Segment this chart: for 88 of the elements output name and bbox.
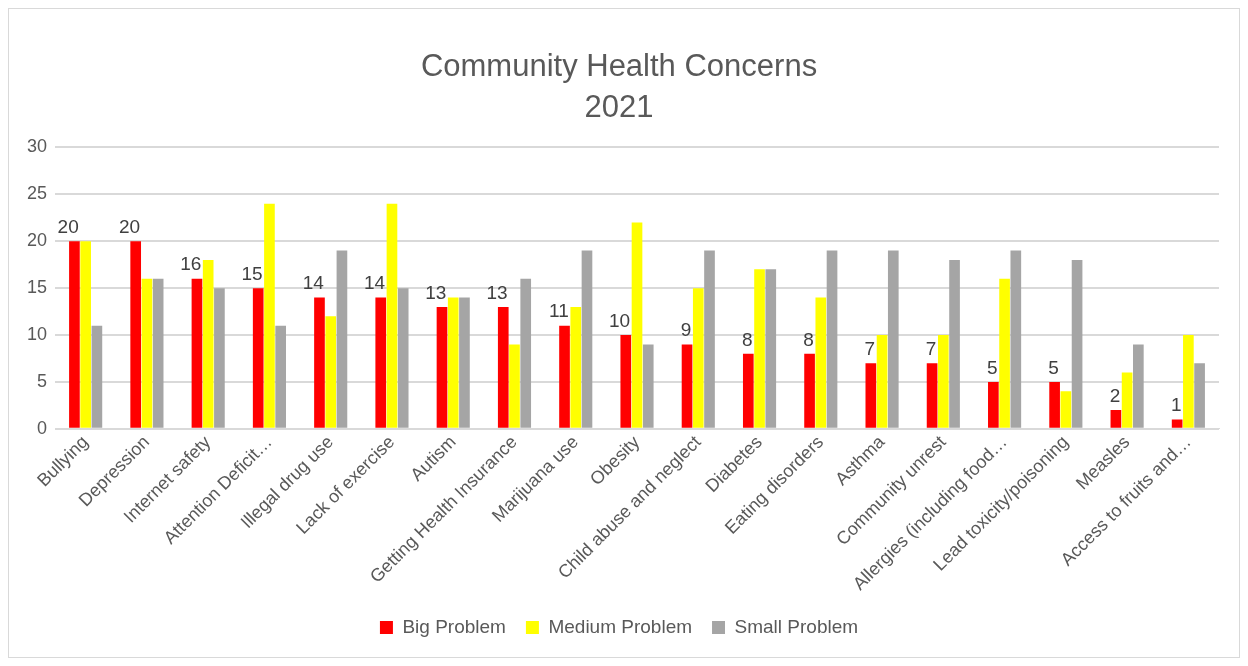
y-tick-label: 0 [37, 417, 48, 438]
data-label: 8 [803, 328, 814, 350]
data-label: 8 [742, 328, 753, 350]
bar [497, 306, 509, 428]
bar [876, 335, 888, 428]
bar [202, 259, 214, 428]
bar [765, 269, 777, 428]
y-tick-label: 20 [26, 230, 48, 251]
bar [447, 297, 459, 428]
bar [988, 381, 999, 428]
legend-label: Medium Problem [548, 615, 693, 637]
bar [91, 325, 103, 428]
data-label: 2 [1109, 384, 1121, 406]
bar [459, 297, 470, 428]
bar [386, 203, 398, 428]
bar [887, 250, 899, 428]
data-label: 20 [57, 215, 79, 237]
data-label: 5 [987, 356, 998, 378]
bar [704, 250, 715, 428]
data-label: 10 [608, 309, 631, 331]
data-label: 16 [180, 253, 202, 275]
y-tick-label: 15 [26, 277, 48, 298]
data-label: 13 [486, 281, 508, 303]
bar [570, 306, 582, 428]
bar [69, 241, 80, 428]
bar [815, 297, 827, 428]
bar [264, 203, 275, 428]
data-label: 11 [549, 300, 569, 322]
bar [631, 222, 643, 428]
bar [642, 344, 654, 428]
bar [141, 278, 153, 428]
bar [681, 344, 693, 428]
bar [397, 288, 409, 428]
bar [314, 297, 325, 428]
chart-subtitle: 2021 [584, 89, 654, 125]
bar [325, 316, 337, 428]
bar [742, 353, 754, 428]
data-label: 5 [1048, 356, 1059, 378]
data-label: 1 [1170, 394, 1182, 416]
bar [754, 269, 765, 428]
data-label: 15 [241, 262, 263, 284]
bar [1133, 344, 1144, 428]
y-tick-label: 25 [26, 183, 48, 204]
bar [1049, 381, 1060, 428]
bar [336, 250, 348, 428]
data-label: 20 [118, 215, 141, 237]
legend-label: Big Problem [402, 615, 506, 637]
bar [520, 278, 532, 428]
bar [80, 241, 91, 428]
bar [865, 363, 877, 428]
bar [191, 278, 203, 428]
bar [375, 297, 387, 428]
legend-label: Small Problem [734, 615, 859, 637]
chart-title: Community Health Concerns [420, 48, 818, 84]
bar [1121, 372, 1133, 428]
bar [1071, 259, 1083, 428]
bar [130, 241, 142, 428]
bar [999, 278, 1010, 428]
data-label: 7 [925, 337, 937, 359]
bar [949, 259, 960, 428]
bar [1010, 250, 1022, 428]
bar [1183, 335, 1194, 428]
bar [826, 250, 838, 428]
bar [1060, 391, 1072, 428]
bar [581, 250, 593, 428]
y-tick-label: 30 [26, 136, 48, 157]
data-label: 7 [864, 337, 876, 359]
bar [1194, 363, 1205, 428]
data-label: 9 [680, 319, 692, 341]
bar [1110, 410, 1122, 428]
bar [152, 278, 164, 428]
bar [275, 325, 287, 428]
bar [1171, 419, 1183, 428]
bar [620, 335, 632, 428]
bar [692, 288, 704, 428]
bar [926, 363, 938, 428]
bar [559, 325, 570, 428]
y-tick-label: 5 [37, 370, 48, 391]
y-tick-label: 10 [26, 324, 48, 345]
data-label: 14 [363, 272, 386, 294]
bar [252, 288, 264, 428]
bar [804, 353, 815, 428]
bar [214, 288, 225, 428]
bar [436, 306, 448, 428]
data-label: 14 [302, 272, 325, 294]
data-label: 13 [425, 281, 447, 303]
bar [937, 335, 949, 428]
bar [509, 344, 520, 428]
